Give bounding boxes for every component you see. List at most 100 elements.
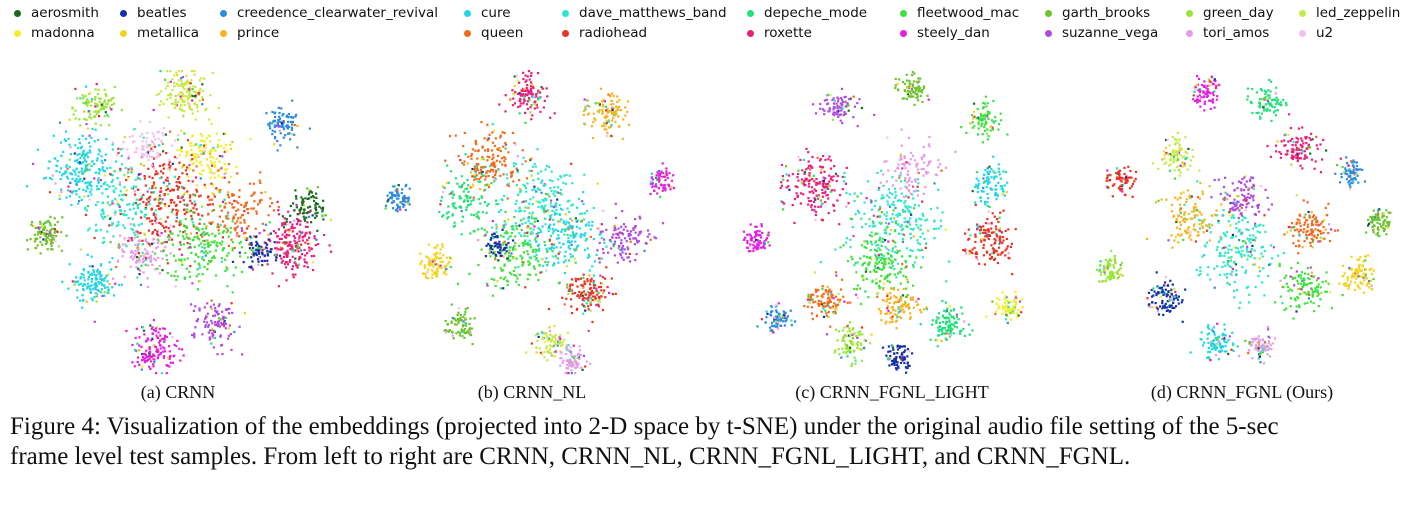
scatter-point [71, 173, 74, 176]
scatter-point [234, 229, 237, 232]
scatter-point [43, 232, 46, 236]
scatter-point [522, 156, 525, 159]
scatter-point [203, 243, 206, 246]
scatter-point [569, 289, 572, 292]
scatter-point [613, 229, 616, 232]
scatter-point [50, 235, 53, 238]
scatter-point [125, 329, 128, 333]
scatter-point [255, 252, 258, 255]
scatter-point [606, 131, 609, 134]
scatter-point [316, 186, 319, 189]
scatter-point [534, 100, 537, 103]
scatter-point [159, 222, 162, 225]
scatter-point [103, 159, 107, 162]
scatter-point [912, 91, 915, 94]
scatter-point [463, 313, 466, 316]
scatter-point [464, 316, 467, 320]
scatter-point [997, 163, 1000, 166]
scatter-point [441, 243, 444, 246]
scatter-point [588, 291, 591, 295]
scatter-point [612, 233, 615, 236]
scatter-point [294, 115, 297, 118]
scatter-point [218, 139, 221, 142]
scatter-point [176, 188, 179, 191]
scatter-point [976, 187, 979, 190]
scatter-point [487, 202, 490, 206]
scatter-point [300, 243, 303, 246]
scatter-point [906, 87, 909, 90]
scatter-point [389, 196, 392, 199]
scatter-point [102, 278, 105, 281]
scatter-point [853, 105, 856, 108]
scatter-point [529, 90, 532, 93]
scatter-point [271, 110, 274, 113]
scatter-point [174, 270, 177, 273]
scatter-point [983, 173, 986, 176]
scatter-point [276, 235, 279, 238]
scatter-point [469, 334, 473, 337]
scatter-point [236, 220, 239, 223]
scatter-point [76, 289, 79, 292]
scatter-point [801, 169, 804, 172]
scatter-point [573, 356, 576, 359]
scatter-point [990, 125, 993, 128]
scatter-point [649, 192, 652, 196]
scatter-point [254, 244, 258, 247]
scatter-point [582, 233, 585, 236]
scatter-point [484, 178, 487, 181]
scatter-point [117, 245, 120, 248]
legend-marker [1045, 29, 1052, 37]
scatter-point [145, 340, 148, 343]
scatter-point [820, 202, 824, 205]
scatter-point [176, 84, 180, 87]
scatter-point [826, 103, 829, 106]
scatter-point [589, 279, 592, 282]
scatter-point [198, 99, 201, 102]
scatter-point [547, 261, 550, 264]
scatter-point [81, 153, 84, 156]
scatter-point [485, 244, 488, 247]
scatter-point [655, 174, 658, 177]
scatter-point [266, 259, 269, 262]
scatter-point [441, 185, 445, 188]
scatter-point [584, 123, 587, 126]
scatter-point [457, 330, 460, 333]
scatter-point [194, 326, 197, 329]
scatter-point [462, 145, 465, 148]
scatter-point [282, 112, 285, 116]
scatter-point [209, 177, 212, 180]
scatter-point [203, 251, 206, 254]
scatter-point [604, 105, 607, 108]
legend-label: tori_amos [1203, 25, 1270, 41]
scatter-point [492, 175, 495, 179]
scatter-point [296, 249, 299, 252]
scatter-point [530, 231, 533, 234]
scatter-point [219, 205, 222, 208]
scatter-point [162, 167, 165, 170]
scatter-point [78, 118, 81, 121]
scatter-point [396, 191, 399, 194]
scatter-point [133, 151, 136, 154]
scatter-point [453, 206, 456, 209]
scatter-point [295, 264, 298, 267]
scatter-point [424, 272, 427, 275]
scatter-point [85, 209, 88, 212]
scatter-point [592, 206, 595, 210]
legend-label: aerosmith [31, 5, 99, 21]
scatter-point [804, 183, 807, 186]
scatter-point [515, 74, 518, 78]
scatter-point [613, 112, 616, 115]
scatter-point [212, 303, 215, 306]
scatter-point [392, 207, 395, 210]
scatter-point [570, 204, 573, 207]
scatter-point [471, 343, 474, 346]
scatter-point [547, 349, 550, 353]
scatter-point [626, 246, 629, 249]
scatter-point [89, 181, 92, 184]
scatter-point [580, 283, 583, 287]
scatter-point [231, 194, 234, 197]
scatter-point [252, 193, 255, 196]
scatter-point [224, 322, 227, 325]
scatter-point [223, 225, 226, 228]
scatter-point [179, 84, 182, 87]
